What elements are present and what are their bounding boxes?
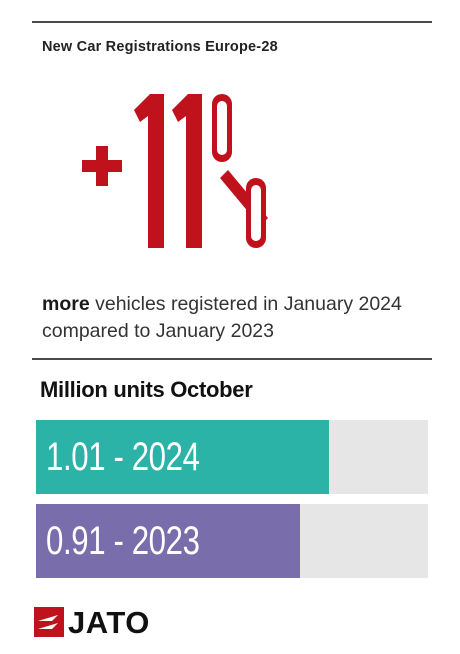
bar-2024 — [36, 420, 329, 494]
bar-label-2023: 0.91 - 2023 — [46, 519, 200, 563]
bar-track-2023: 0.91 - 2023 — [36, 504, 428, 578]
number-eleven — [134, 94, 202, 248]
bar-label-2024: 1.01 - 2024 — [46, 435, 200, 479]
caption-lead: more — [42, 293, 90, 315]
headline-figure — [0, 80, 460, 260]
top-divider — [32, 21, 432, 23]
caption-text: vehicles registered in January 2024 comp… — [42, 293, 402, 342]
jato-logo: JATO — [34, 605, 150, 639]
jato-logo-icon — [34, 607, 64, 637]
bar-2023 — [36, 504, 300, 578]
bar-chart: 1.01 - 2024 0.91 - 2023 — [36, 420, 428, 588]
plus-sign-icon — [82, 146, 122, 186]
bar-track-2024: 1.01 - 2024 — [36, 420, 428, 494]
logo-text: JATO — [68, 604, 150, 640]
headline-caption: more vehicles registered in January 2024… — [42, 291, 442, 345]
middle-divider — [32, 358, 432, 360]
section-title: Million units October — [40, 377, 253, 402]
headline-svg — [82, 94, 268, 248]
page-title: New Car Registrations Europe-28 — [42, 39, 278, 55]
percent-sign-icon — [212, 94, 268, 248]
